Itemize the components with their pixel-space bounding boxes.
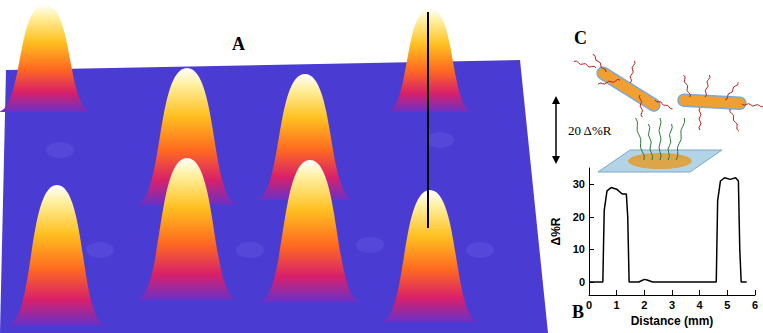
svg-text:3: 3 — [669, 299, 675, 311]
svg-text:0: 0 — [579, 276, 585, 288]
svg-text:10: 10 — [573, 243, 585, 255]
svg-text:Distance (mm): Distance (mm) — [631, 314, 714, 328]
svg-text:4: 4 — [697, 299, 704, 311]
svg-text:B: B — [572, 302, 584, 322]
svg-text:C: C — [574, 28, 587, 48]
svg-text:Δ%R: Δ%R — [549, 217, 563, 245]
svg-text:6: 6 — [752, 299, 758, 311]
svg-text:20 Δ%R: 20 Δ%R — [568, 123, 612, 138]
svg-text:5: 5 — [724, 299, 730, 311]
svg-text:0: 0 — [586, 299, 592, 311]
svg-text:2: 2 — [641, 299, 647, 311]
svg-text:20: 20 — [573, 211, 585, 223]
svg-text:1: 1 — [614, 299, 620, 311]
svg-text:A: A — [232, 34, 245, 54]
svg-text:30: 30 — [573, 178, 585, 190]
